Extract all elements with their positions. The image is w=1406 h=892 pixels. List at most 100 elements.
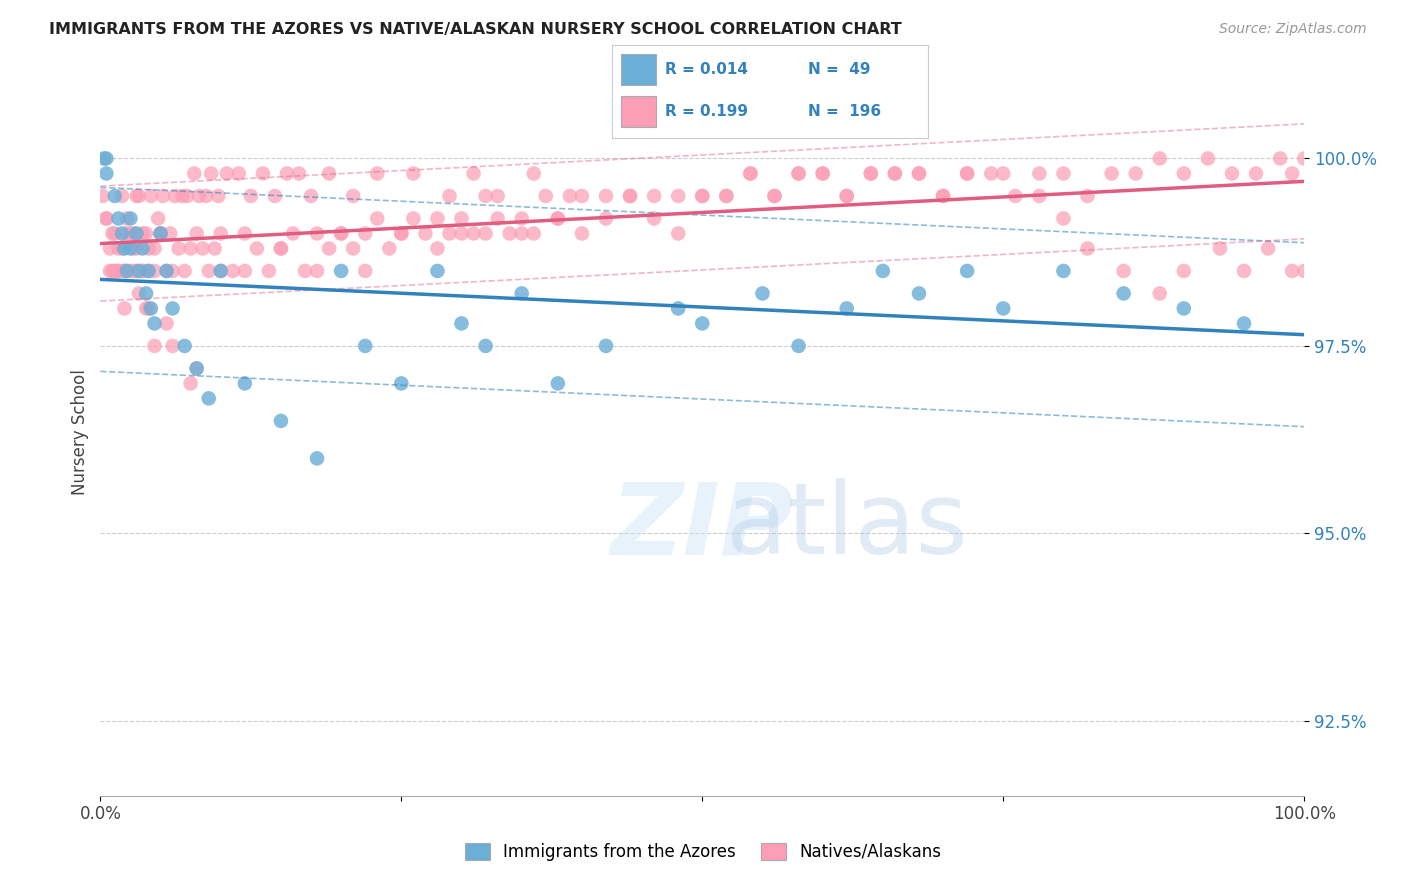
Point (135, 286, 157, 301)
Bar (621, 54, 655, 85)
Point (93, 152, 115, 166)
Point (138, 264, 160, 278)
Text: atlas: atlas (725, 478, 967, 575)
Point (908, 166, 931, 180)
Point (534, 189, 557, 203)
Point (523, 166, 546, 180)
Point (167, 242, 190, 256)
Point (474, 339, 496, 353)
Point (155, 317, 177, 331)
Y-axis label: Nursery School: Nursery School (72, 369, 89, 495)
Point (450, 317, 472, 331)
Point (143, 339, 166, 353)
Point (859, 166, 882, 180)
Text: Source: ZipAtlas.com: Source: ZipAtlas.com (1219, 22, 1367, 37)
Point (135, 227, 157, 241)
Point (188, 189, 211, 203)
Point (426, 264, 449, 278)
Point (463, 166, 485, 180)
Point (956, 166, 979, 180)
Point (162, 301, 184, 316)
Point (163, 189, 186, 203)
Point (1294, 264, 1316, 278)
Point (104, 189, 127, 203)
Point (186, 227, 208, 241)
Point (115, 227, 138, 241)
Point (159, 227, 181, 241)
Point (330, 227, 353, 241)
Point (131, 264, 153, 278)
Point (98, 242, 121, 256)
Point (125, 227, 148, 241)
Point (643, 211, 665, 226)
Point (120, 264, 142, 278)
Point (787, 166, 810, 180)
Point (107, 211, 129, 226)
Point (993, 301, 1015, 316)
Point (131, 242, 153, 256)
Point (1149, 286, 1171, 301)
Point (276, 166, 298, 180)
Point (112, 301, 135, 316)
Point (146, 211, 169, 226)
Point (1281, 166, 1303, 180)
Point (173, 264, 195, 278)
Point (510, 286, 533, 301)
Point (439, 227, 461, 241)
Point (139, 189, 162, 203)
Point (1244, 166, 1267, 180)
Point (207, 189, 229, 203)
Point (595, 189, 617, 203)
Point (619, 189, 641, 203)
Point (96, 166, 118, 180)
Point (547, 376, 569, 391)
Point (143, 317, 166, 331)
Point (143, 242, 166, 256)
Point (128, 286, 150, 301)
Point (101, 264, 124, 278)
Point (264, 189, 287, 203)
Point (763, 189, 786, 203)
Point (152, 189, 174, 203)
Point (233, 376, 256, 391)
Point (1028, 166, 1050, 180)
Point (91, 189, 114, 203)
Point (246, 242, 269, 256)
Point (835, 189, 858, 203)
Point (104, 264, 127, 278)
Point (859, 166, 882, 180)
Point (98, 264, 121, 278)
Point (389, 376, 412, 391)
Point (112, 264, 135, 278)
Point (180, 376, 202, 391)
Point (595, 339, 617, 353)
Point (1257, 242, 1279, 256)
Point (200, 166, 222, 180)
Text: ZIP: ZIP (610, 478, 794, 575)
Point (643, 189, 665, 203)
Point (787, 166, 810, 180)
Point (1197, 152, 1219, 166)
Point (1233, 264, 1256, 278)
Point (125, 242, 148, 256)
Point (125, 189, 148, 203)
Point (1173, 301, 1195, 316)
Point (1149, 152, 1171, 166)
Point (186, 361, 208, 376)
Point (486, 211, 509, 226)
Point (115, 264, 138, 278)
Point (486, 189, 509, 203)
Point (1112, 264, 1135, 278)
Point (716, 189, 738, 203)
Point (294, 264, 316, 278)
Point (149, 227, 172, 241)
Point (571, 227, 593, 241)
Point (131, 227, 153, 241)
Point (1052, 211, 1074, 226)
Point (1233, 317, 1256, 331)
Point (547, 211, 569, 226)
Point (1125, 166, 1147, 180)
Point (131, 264, 153, 278)
Point (835, 301, 858, 316)
Point (215, 166, 238, 180)
